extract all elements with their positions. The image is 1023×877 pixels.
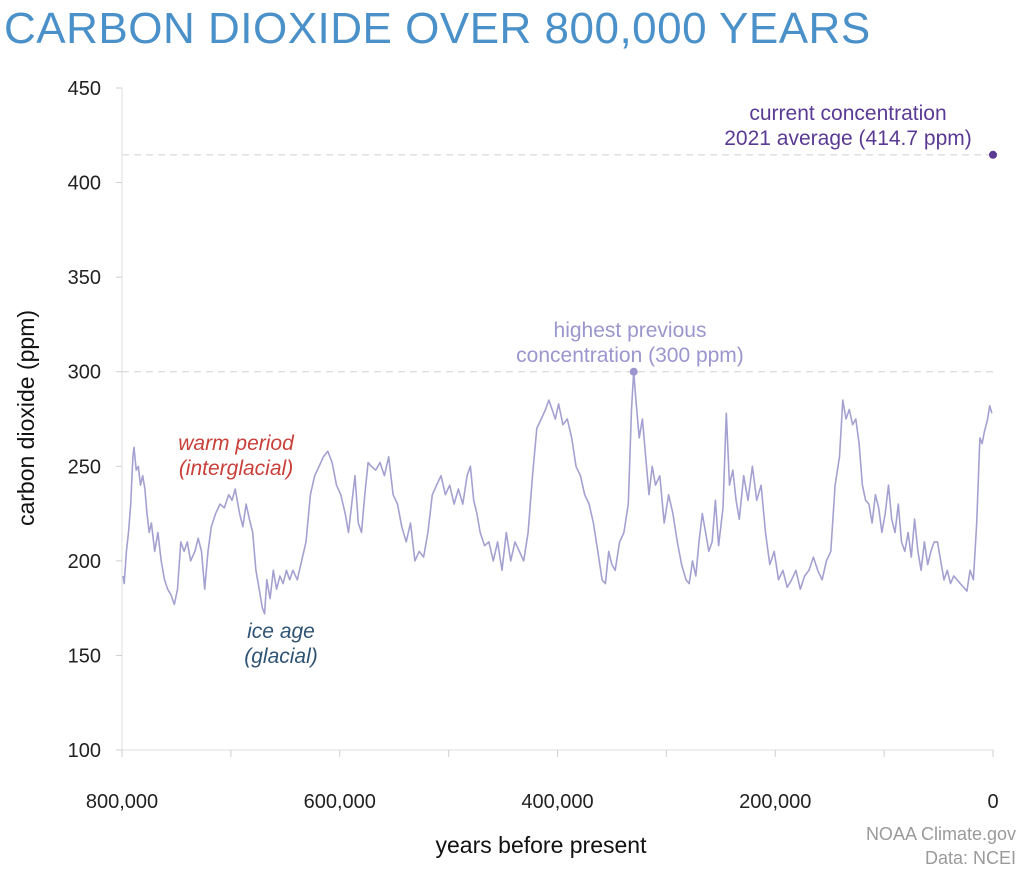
x-tick-label: 200,000 xyxy=(739,791,811,813)
y-axis-ticks: 100 150 200 250 300 350 400 450 xyxy=(68,78,122,762)
highest-previous-value: concentration (300 ppm) xyxy=(516,344,744,367)
y-tick-label: 100 xyxy=(68,740,101,762)
current-concentration-marker xyxy=(989,150,997,159)
credit-source: NOAA Climate.gov xyxy=(866,824,1016,844)
x-tick-label: 800,000 xyxy=(86,791,158,813)
y-axis-title: carbon dioxide (ppm) xyxy=(13,310,39,526)
interglacial-label: (interglacial) xyxy=(179,457,293,480)
highest-previous-marker xyxy=(629,367,638,376)
markers xyxy=(629,150,997,376)
y-tick-label: 300 xyxy=(68,362,101,384)
y-tick-label: 250 xyxy=(68,456,101,478)
co2-series-line xyxy=(122,370,993,615)
y-tick-label: 350 xyxy=(68,267,101,289)
x-tick-label: 600,000 xyxy=(304,791,376,813)
current-concentration-value: 2021 average (414.7 ppm) xyxy=(724,127,972,150)
x-tick-label: 0 xyxy=(987,791,998,813)
chart-title: CARBON DIOXIDE OVER 800,000 YEARS xyxy=(4,4,871,53)
x-axis-title: years before present xyxy=(436,832,648,858)
x-tick-label: 400,000 xyxy=(521,791,593,813)
warm-period-label: warm period xyxy=(178,432,295,455)
reference-lines xyxy=(122,154,993,373)
glacial-label: (glacial) xyxy=(244,645,318,668)
y-tick-label: 200 xyxy=(68,551,101,573)
x-axis-ticks: 800,000 600,000 400,000 200,000 0 xyxy=(86,750,999,813)
y-tick-label: 150 xyxy=(68,645,101,667)
y-tick-label: 450 xyxy=(68,78,101,100)
credit-data: Data: NCEI xyxy=(925,848,1016,868)
ice-age-label: ice age xyxy=(247,620,315,643)
highest-previous-label: highest previous xyxy=(554,319,707,342)
y-tick-label: 400 xyxy=(68,173,101,195)
current-concentration-label: current concentration xyxy=(749,102,946,125)
